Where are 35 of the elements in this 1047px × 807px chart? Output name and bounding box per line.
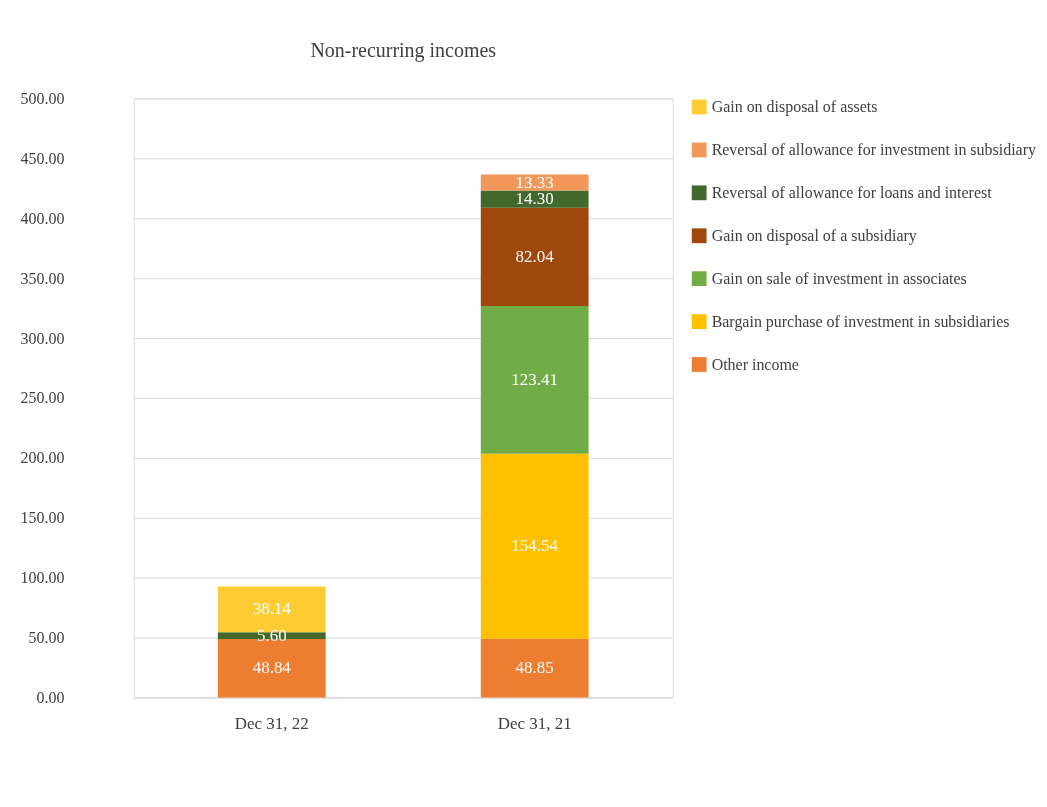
bar [480,453,589,639]
data-label: 82.04 [515,246,555,266]
legend-label: Bargain purchase of investment in subsidiaries [711,312,1010,331]
data-label: 48.85 [515,658,554,678]
y-tick-label: 150.00 [20,509,65,527]
data-label: 48.84 [252,658,292,678]
y-tick-label: 0.00 [36,688,65,706]
data-label: 14.30 [515,189,554,209]
legend-label: Gain on disposal of assets [711,97,878,116]
data-label: 123.41 [511,369,558,389]
x-tick-label: Dec 31, 22 [234,713,309,733]
y-tick-label: 450.00 [20,149,65,167]
legend-label: Gain on sale of investment in associates [711,269,967,287]
y-tick-label: 500.00 [20,90,65,108]
chart-title: Non-recurring incomes [310,38,497,62]
legend-label: Reversal of allowance for investment in subsidiary [711,140,1036,159]
y-tick-label: 300.00 [20,329,65,347]
bar [480,305,589,454]
data-label: 13.33 [515,172,554,192]
bar [480,174,589,191]
bar [480,207,589,306]
bar [480,638,589,698]
y-tick-label: 100.00 [20,569,65,587]
y-tick-label: 50.00 [28,628,65,646]
y-tick-label: 400.00 [20,209,65,227]
legend-label: Reversal of allowance for loans and interest [711,183,993,201]
data-label: 38.14 [252,599,292,619]
y-tick-label: 200.00 [20,449,65,467]
y-tick-label: 250.00 [20,389,65,407]
legend-label: Gain on disposal of a subsidiary [711,226,917,245]
legend-label: Other income [711,355,799,373]
x-tick-label: Dec 31, 21 [497,713,572,733]
y-tick-label: 350.00 [20,269,65,287]
bar [217,632,326,639]
data-label: 154.54 [511,536,559,556]
